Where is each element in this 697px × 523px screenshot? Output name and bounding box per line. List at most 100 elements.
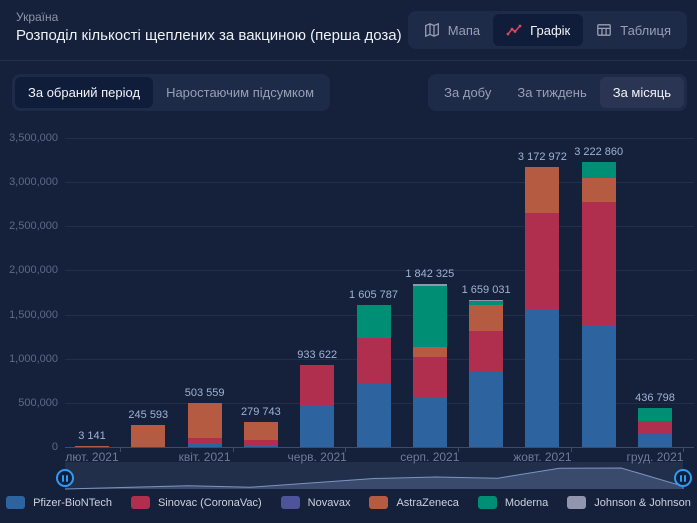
y-axis-tick-label: 500,000 — [18, 396, 58, 409]
chart-icon — [506, 22, 522, 38]
bar-value-label: 3 172 972 — [517, 150, 567, 163]
mode-tab-selected-period[interactable]: За обраний період — [15, 77, 154, 108]
mode-tab-cumulative[interactable]: Наростаючим підсумком — [153, 77, 327, 108]
y-gridline — [65, 138, 694, 139]
x-axis-tick-label: жовт. 2021 — [513, 450, 572, 464]
x-axis-tick-label: серп. 2021 — [400, 450, 460, 464]
x-axis-line — [65, 447, 694, 448]
y-gridline — [65, 182, 694, 184]
view-switcher: Мапа Графік Таблиця — [407, 11, 687, 49]
x-axis-tick — [683, 447, 685, 452]
y-axis-tick-label: 1,000,000 — [9, 352, 58, 365]
legend-label-astrazeneca: AstraZeneca — [396, 496, 459, 509]
bar-segment-astrazeneca[interactable] — [525, 166, 560, 214]
legend-label-sinovac-coronavac: Sinovac (CoronaVac) — [157, 496, 262, 509]
view-tab-label-table: Таблиця — [620, 22, 671, 38]
legend-item-pfizer-biontech[interactable]: Pfizer-BioNTech — [6, 496, 112, 509]
bar-segment-sinovac-coronavac[interactable] — [469, 330, 504, 372]
bar-segment-johnson-johnson[interactable] — [412, 284, 447, 287]
legend-item-novavax[interactable]: Novavax — [280, 496, 351, 509]
period-tab-label-day: За добу — [444, 85, 492, 100]
bar-segment-moderna[interactable] — [581, 162, 616, 179]
bar-segment-astrazeneca[interactable] — [187, 402, 222, 439]
bar-value-label: 436 798 — [635, 392, 675, 405]
navigator-line — [64, 467, 684, 490]
bar-segment-moderna[interactable] — [356, 305, 391, 338]
bar-segment-pfizer-biontech[interactable] — [243, 445, 278, 447]
view-tab-label-chart: Графік — [530, 22, 571, 38]
y-axis-tick-label: 3,000,000 — [9, 176, 58, 189]
view-tab-map[interactable]: Мапа — [411, 14, 493, 46]
bar-segment-astrazeneca[interactable] — [581, 178, 616, 202]
range-navigator[interactable] — [0, 458, 697, 494]
bar-segment-pfizer-biontech[interactable] — [412, 397, 447, 447]
bar-value-label: 1 605 787 — [349, 289, 398, 302]
bar-segment-pfizer-biontech[interactable] — [581, 325, 616, 447]
bar-segment-pfizer-biontech[interactable] — [356, 382, 391, 447]
period-tab-month[interactable]: За місяць — [599, 77, 684, 108]
bar-segment-sinovac-coronavac[interactable] — [638, 421, 672, 434]
x-axis-tick — [120, 447, 122, 452]
legend-item-astrazeneca[interactable]: AstraZeneca — [369, 496, 459, 509]
bar-segment-pfizer-biontech[interactable] — [638, 433, 672, 447]
bar-segment-sinovac-coronavac[interactable] — [300, 364, 335, 406]
bar-segment-sinovac-coronavac[interactable] — [525, 213, 560, 311]
bar-value-label: 3 141 — [78, 430, 106, 442]
x-axis-tick-label: черв. 2021 — [287, 450, 347, 464]
legend-label-novavax: Novavax — [307, 496, 351, 509]
header: Україна Розподіл кількості щеплених за в… — [0, 0, 697, 61]
legend-label-johnson-johnson: Johnson & Johnson — [594, 496, 691, 509]
bar-segment-sinovac-coronavac[interactable] — [581, 201, 616, 326]
period-tab-label-month: За місяць — [612, 85, 671, 100]
bar-segment-moderna[interactable] — [638, 408, 672, 422]
bar-segment-sinovac-coronavac[interactable] — [412, 356, 447, 398]
bar-segment-pfizer-biontech[interactable] — [300, 405, 335, 447]
bar-segment-moderna[interactable] — [412, 286, 447, 347]
legend-swatch-sinovac-coronavac — [130, 496, 150, 509]
x-axis-tick-label: лют. 2021 — [65, 450, 119, 464]
legend-swatch-johnson-johnson — [567, 496, 587, 509]
period-tab-week[interactable]: За тиждень — [504, 77, 599, 108]
bar-segment-pfizer-biontech[interactable] — [525, 310, 560, 447]
bar-segment-pfizer-biontech[interactable] — [469, 371, 504, 447]
legend-swatch-moderna — [477, 496, 497, 509]
y-axis-tick-label: 1,500,000 — [9, 308, 58, 321]
bar-value-label: 503 559 — [184, 386, 225, 399]
x-axis-tick-label: груд. 2021 — [626, 450, 684, 464]
navigator-selected-range[interactable] — [65, 462, 683, 489]
bar-segment-sinovac-coronavac[interactable] — [243, 439, 278, 446]
x-axis-tick — [570, 447, 572, 452]
legend-label-pfizer-biontech: Pfizer-BioNTech — [33, 496, 112, 509]
bar-segment-astrazeneca[interactable] — [412, 346, 447, 357]
bar-segment-moderna[interactable] — [469, 300, 504, 305]
bar-segment-astrazeneca[interactable] — [243, 422, 278, 440]
view-tab-label-map: Мапа — [447, 22, 481, 38]
legend-item-johnson-johnson[interactable]: Johnson & Johnson — [567, 496, 691, 509]
range-handle-right[interactable] — [674, 469, 692, 487]
period-switcher: За добу За тиждень За місяць — [428, 74, 687, 111]
bar-segment-johnson-johnson[interactable] — [469, 299, 504, 301]
view-tab-table[interactable]: Таблиця — [583, 14, 684, 46]
bar-value-label: 279 743 — [241, 406, 281, 419]
bar-segment-sinovac-coronavac[interactable] — [187, 438, 222, 443]
y-gridline — [65, 270, 694, 272]
period-tab-label-week: За тиждень — [517, 85, 587, 100]
bar-segment-astrazeneca[interactable] — [131, 425, 166, 447]
range-handle-left[interactable] — [56, 469, 74, 487]
bar-value-label: 1 659 031 — [461, 283, 511, 296]
view-tab-chart[interactable]: Графік — [493, 14, 584, 46]
x-axis-tick — [232, 447, 234, 452]
x-axis-tick-label: квіт. 2021 — [178, 450, 231, 464]
legend-label-moderna: Moderna — [504, 496, 549, 509]
bar-segment-pfizer-biontech[interactable] — [187, 443, 222, 447]
y-gridline — [65, 226, 694, 228]
legend-item-moderna[interactable]: Moderna — [477, 496, 549, 509]
bar-segment-astrazeneca[interactable] — [75, 446, 109, 447]
bar-segment-sinovac-coronavac[interactable] — [356, 337, 391, 383]
bar-value-label: 933 622 — [297, 348, 338, 361]
legend-item-sinovac-coronavac[interactable]: Sinovac (CoronaVac) — [130, 496, 262, 509]
mode-tab-label-cumulative: Наростаючим підсумком — [166, 85, 315, 100]
bar-segment-astrazeneca[interactable] — [469, 304, 504, 331]
period-tab-day[interactable]: За добу — [431, 77, 504, 108]
